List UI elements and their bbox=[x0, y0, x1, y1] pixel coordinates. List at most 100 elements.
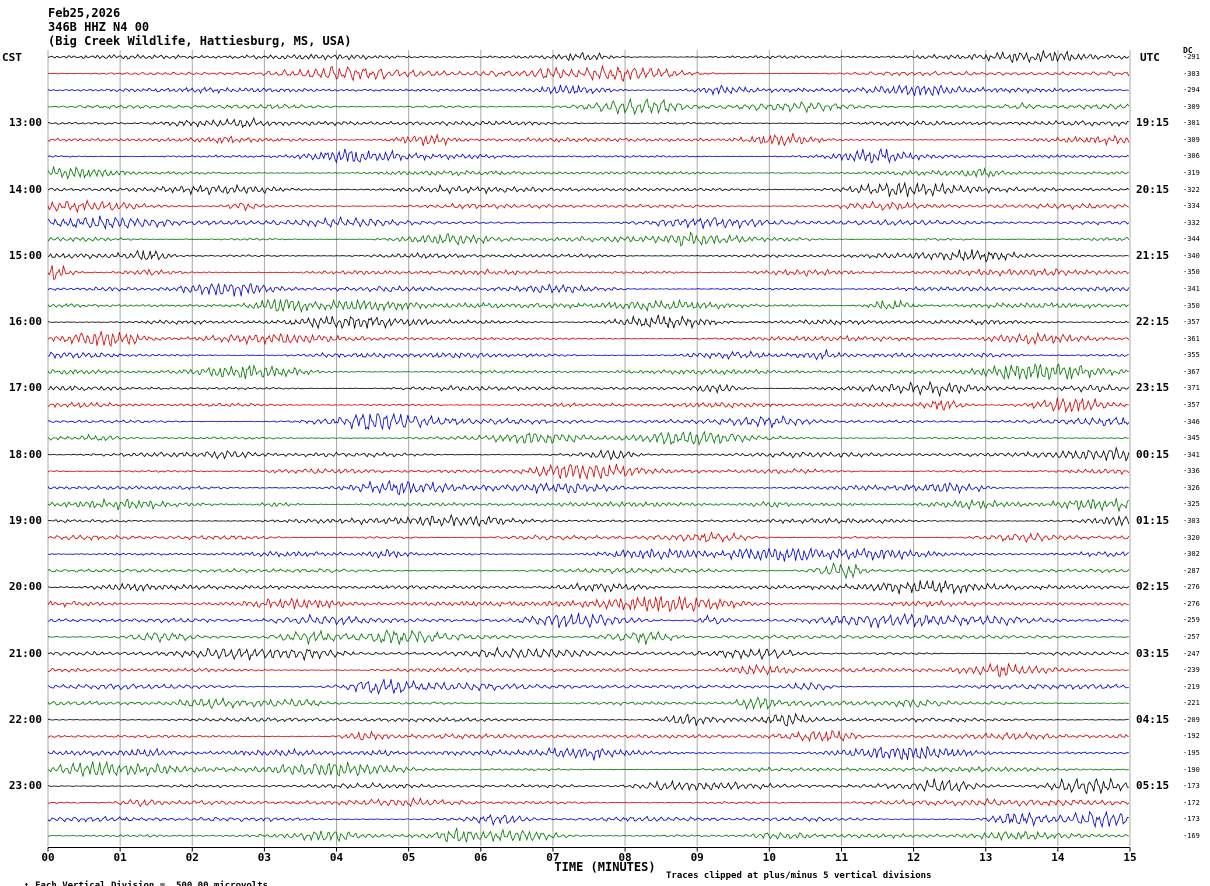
seismic-trace bbox=[47, 729, 1129, 743]
seismic-trace bbox=[47, 745, 1129, 761]
utc-hour-label: 19:15 bbox=[1136, 116, 1170, 130]
seismic-trace bbox=[47, 331, 1130, 348]
dc-offset-value: -350 bbox=[1183, 301, 1200, 310]
dc-offset-value: -287 bbox=[1183, 566, 1200, 575]
dc-offset-value: -361 bbox=[1183, 334, 1200, 343]
header-station: 346B HHZ N4 00 bbox=[48, 20, 150, 34]
minute-label: 02 bbox=[185, 851, 199, 864]
seismic-trace bbox=[47, 479, 1129, 496]
header-date: Feb25,2026 bbox=[48, 6, 121, 20]
seismic-trace bbox=[47, 513, 1130, 528]
seismic-trace bbox=[47, 810, 1129, 829]
dc-offset-value: -319 bbox=[1183, 168, 1200, 177]
seismic-trace bbox=[47, 561, 1130, 580]
dc-offset-value: -309 bbox=[1183, 135, 1200, 144]
scale-note: ↕ Each Vertical Division = 500.00 microvo… bbox=[2, 871, 268, 886]
seismic-trace bbox=[47, 596, 1129, 613]
dc-offset-value: -355 bbox=[1183, 351, 1200, 360]
utc-hour-label: 22:15 bbox=[1136, 315, 1170, 329]
seismic-trace bbox=[47, 662, 1129, 678]
dc-offset-value: -345 bbox=[1183, 434, 1200, 443]
seismic-trace bbox=[48, 646, 1129, 662]
dc-offset-value: -221 bbox=[1183, 699, 1200, 708]
dc-offset-value: -367 bbox=[1183, 367, 1200, 376]
dc-offset-value: -247 bbox=[1183, 649, 1200, 658]
dc-offset-value: -371 bbox=[1183, 384, 1200, 393]
minute-label: 07 bbox=[546, 851, 560, 864]
dc-offset-value: -309 bbox=[1183, 102, 1200, 111]
dc-offset-value: -340 bbox=[1183, 251, 1200, 260]
minute-label: 09 bbox=[690, 851, 704, 864]
dc-offset-value: -291 bbox=[1183, 53, 1200, 61]
dc-offset-value: -334 bbox=[1183, 202, 1200, 211]
dc-offset-value: -276 bbox=[1183, 599, 1200, 608]
seismic-trace bbox=[47, 612, 1130, 629]
seismic-trace bbox=[47, 116, 1129, 129]
utc-hour-label: 23:15 bbox=[1136, 381, 1170, 395]
seismic-trace bbox=[47, 181, 1130, 198]
cst-hour-label: 17:00 bbox=[8, 381, 42, 395]
seismic-trace bbox=[47, 298, 1129, 313]
minute-label: 12 bbox=[906, 851, 921, 864]
dc-offset-value: -173 bbox=[1183, 782, 1200, 791]
dc-offset-value: -320 bbox=[1183, 533, 1200, 542]
minute-label: 03 bbox=[257, 851, 272, 864]
seismic-trace bbox=[47, 64, 1130, 83]
dc-offset-value: -303 bbox=[1183, 69, 1200, 78]
utc-hour-label: 00:15 bbox=[1136, 447, 1170, 461]
cst-hour-label: 21:00 bbox=[8, 646, 42, 660]
seismic-trace bbox=[47, 147, 1129, 164]
dc-axis-title: DC bbox=[1183, 46, 1193, 55]
seismic-trace bbox=[47, 826, 1129, 843]
seismic-trace bbox=[47, 712, 1129, 727]
seismic-trace bbox=[47, 463, 1130, 481]
scale-note-text: Each Vertical Division = 500.00 microvol… bbox=[35, 881, 269, 886]
cst-hour-label: 15:00 bbox=[8, 248, 42, 262]
seismic-trace bbox=[47, 314, 1129, 330]
dc-offset-value: -259 bbox=[1183, 616, 1200, 625]
cst-hour-label: 22:00 bbox=[8, 712, 42, 726]
left-axis-title: CST bbox=[2, 51, 22, 64]
seismic-trace bbox=[47, 97, 1130, 116]
dc-offset-value: -301 bbox=[1183, 119, 1200, 128]
seismic-trace bbox=[47, 777, 1129, 795]
seismic-trace bbox=[47, 265, 1130, 280]
seismic-trace bbox=[47, 430, 1129, 447]
cst-hour-label: 14:00 bbox=[8, 182, 42, 196]
minute-label: 14 bbox=[1051, 851, 1065, 864]
seismic-trace bbox=[47, 797, 1130, 808]
header-location: (Big Creek Wildlife, Hattiesburg, MS, US… bbox=[48, 34, 352, 48]
cst-hour-label: 23:00 bbox=[8, 779, 42, 793]
cst-hour-label: 16:00 bbox=[8, 315, 42, 329]
minute-label: 05 bbox=[402, 851, 416, 864]
minute-label: 01 bbox=[113, 851, 127, 864]
seismic-trace bbox=[47, 231, 1130, 247]
seismic-trace bbox=[47, 397, 1129, 414]
minute-label: 15 bbox=[1123, 851, 1137, 864]
dc-offset-value: -336 bbox=[1183, 467, 1200, 476]
cst-hour-label: 20:00 bbox=[8, 580, 42, 594]
utc-hour-label: 03:15 bbox=[1136, 646, 1170, 660]
seismic-trace bbox=[47, 363, 1129, 381]
dc-offset-value: -302 bbox=[1183, 550, 1200, 559]
utc-hour-label: 04:15 bbox=[1136, 712, 1170, 726]
seismic-trace bbox=[47, 497, 1130, 513]
dc-offset-value: -219 bbox=[1183, 682, 1200, 691]
dc-offset-value: -239 bbox=[1183, 666, 1200, 675]
seismic-trace bbox=[48, 579, 1130, 595]
right-axis-title: UTC bbox=[1140, 51, 1160, 64]
dc-offset-value: -192 bbox=[1183, 732, 1200, 741]
dc-offset-value: -341 bbox=[1183, 284, 1200, 293]
seismic-trace bbox=[47, 380, 1130, 398]
clip-note: Traces clipped at plus/minus 5 vertical … bbox=[666, 871, 932, 881]
dc-offset-value: -346 bbox=[1183, 417, 1200, 426]
dc-offset-value: -306 bbox=[1183, 152, 1200, 161]
dc-offset-value: -169 bbox=[1183, 831, 1200, 840]
dc-offset-value: -172 bbox=[1183, 798, 1200, 807]
seismic-trace bbox=[47, 679, 1129, 696]
minute-label: 00 bbox=[41, 851, 55, 864]
dc-offset-value: -341 bbox=[1183, 450, 1200, 459]
dc-offset-value: -344 bbox=[1183, 235, 1200, 244]
dc-offset-value: -322 bbox=[1183, 185, 1200, 194]
